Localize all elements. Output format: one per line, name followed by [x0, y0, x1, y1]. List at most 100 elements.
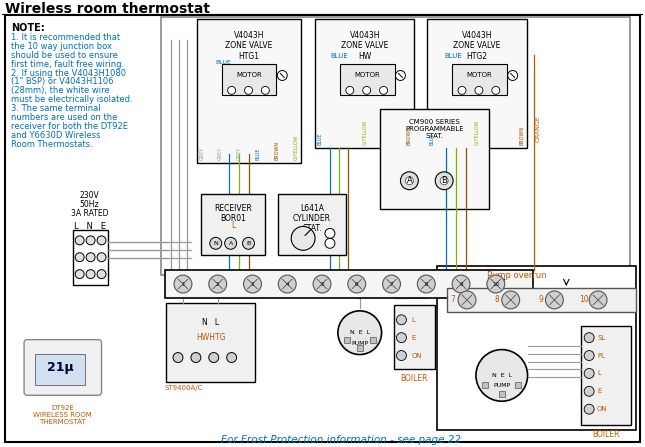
Text: B: B: [441, 176, 447, 185]
Bar: [452, 63, 507, 95]
Text: N: N: [213, 241, 218, 246]
Text: Pump overrun: Pump overrun: [487, 271, 546, 280]
Circle shape: [346, 86, 354, 94]
Text: BROWN: BROWN: [519, 126, 524, 145]
Text: (1" BSP) or V4043H1106: (1" BSP) or V4043H1106: [11, 77, 114, 86]
Circle shape: [395, 71, 406, 80]
Bar: [35, 354, 84, 385]
Circle shape: [406, 177, 413, 185]
Circle shape: [209, 275, 226, 293]
Bar: [340, 63, 395, 95]
Text: 6: 6: [355, 282, 359, 287]
Circle shape: [584, 404, 594, 414]
Circle shape: [584, 368, 594, 378]
Circle shape: [382, 275, 401, 293]
Text: BLUE: BLUE: [430, 132, 435, 145]
Text: V4043H
ZONE VALVE
HTG2: V4043H ZONE VALVE HTG2: [453, 31, 501, 61]
Bar: [344, 337, 350, 343]
Text: PUMP: PUMP: [351, 341, 368, 346]
Circle shape: [173, 353, 183, 363]
Circle shape: [348, 275, 366, 293]
Text: 5: 5: [321, 282, 324, 287]
Circle shape: [380, 86, 388, 94]
Bar: [222, 63, 276, 95]
Text: 21µ: 21µ: [46, 361, 73, 374]
Text: 3A RATED: 3A RATED: [71, 209, 108, 218]
Text: RECEIVER
BOR01: RECEIVER BOR01: [214, 203, 252, 223]
Circle shape: [458, 86, 466, 94]
Circle shape: [589, 291, 607, 309]
Text: E: E: [597, 388, 602, 394]
Circle shape: [97, 236, 106, 245]
Bar: [161, 17, 630, 275]
Circle shape: [97, 253, 106, 261]
Text: L641A
CYLINDER
STAT.: L641A CYLINDER STAT.: [293, 203, 331, 233]
Circle shape: [209, 353, 219, 363]
Bar: [499, 391, 505, 397]
Circle shape: [191, 353, 201, 363]
Circle shape: [226, 353, 237, 363]
Text: MOTOR: MOTOR: [466, 72, 492, 77]
Circle shape: [325, 238, 335, 248]
Text: BLUE: BLUE: [444, 53, 462, 59]
Bar: [515, 382, 521, 388]
Text: 10: 10: [579, 295, 589, 304]
Text: 3: 3: [251, 282, 254, 287]
Circle shape: [261, 86, 270, 94]
Text: 10: 10: [492, 282, 499, 287]
Circle shape: [397, 315, 406, 325]
Text: V4043H
ZONE VALVE
HW: V4043H ZONE VALVE HW: [341, 31, 388, 61]
Circle shape: [435, 172, 453, 190]
Text: SL: SL: [597, 335, 606, 341]
Circle shape: [313, 275, 331, 293]
Text: CM900 SERIES
PROGRAMMABLE
STAT.: CM900 SERIES PROGRAMMABLE STAT.: [405, 119, 464, 139]
Circle shape: [417, 275, 435, 293]
Text: A: A: [406, 176, 412, 185]
Text: GREY: GREY: [218, 147, 223, 160]
Text: ORANGE: ORANGE: [536, 116, 541, 143]
Bar: [166, 303, 255, 382]
Text: 2: 2: [216, 282, 219, 287]
Circle shape: [325, 228, 335, 238]
Text: DT92E
WIRELESS ROOM
THERMOSTAT: DT92E WIRELESS ROOM THERMOSTAT: [34, 405, 92, 425]
Text: BLUE: BLUE: [330, 53, 348, 59]
Circle shape: [86, 253, 95, 261]
Circle shape: [86, 270, 95, 278]
Bar: [427, 19, 526, 148]
Circle shape: [86, 236, 95, 245]
Text: 7: 7: [390, 282, 393, 287]
Circle shape: [224, 237, 237, 249]
Text: 7: 7: [451, 295, 455, 304]
Text: ST9400A/C: ST9400A/C: [164, 385, 203, 391]
Circle shape: [476, 350, 528, 401]
Text: BROWN: BROWN: [407, 126, 412, 145]
Bar: [370, 337, 375, 343]
Text: MOTOR: MOTOR: [354, 72, 380, 77]
Text: must be electrically isolated.: must be electrically isolated.: [11, 95, 133, 104]
Text: E: E: [412, 335, 416, 341]
Circle shape: [397, 333, 406, 343]
Circle shape: [475, 86, 483, 94]
Circle shape: [452, 275, 470, 293]
Bar: [315, 19, 414, 148]
Text: G/YELLOW: G/YELLOW: [475, 119, 479, 145]
Circle shape: [277, 71, 287, 80]
Text: numbers are used on the: numbers are used on the: [11, 113, 117, 122]
Text: N  E  L: N E L: [491, 373, 512, 378]
Circle shape: [278, 275, 296, 293]
Text: NOTE:: NOTE:: [11, 23, 45, 33]
Text: 1: 1: [181, 282, 184, 287]
Text: receiver for both the DT92E: receiver for both the DT92E: [11, 122, 128, 131]
Text: L: L: [597, 371, 601, 376]
Bar: [437, 266, 636, 430]
Text: For Frost Protection information - see page 22: For Frost Protection information - see p…: [221, 435, 461, 445]
Circle shape: [75, 236, 84, 245]
Text: HWHTG: HWHTG: [196, 333, 226, 342]
Text: 50Hz: 50Hz: [80, 200, 99, 209]
Bar: [393, 305, 435, 369]
Circle shape: [75, 253, 84, 261]
Text: Room Thermostats.: Room Thermostats.: [11, 140, 93, 149]
Text: BOILER: BOILER: [592, 430, 620, 439]
Text: L: L: [412, 317, 415, 323]
Circle shape: [508, 71, 518, 80]
